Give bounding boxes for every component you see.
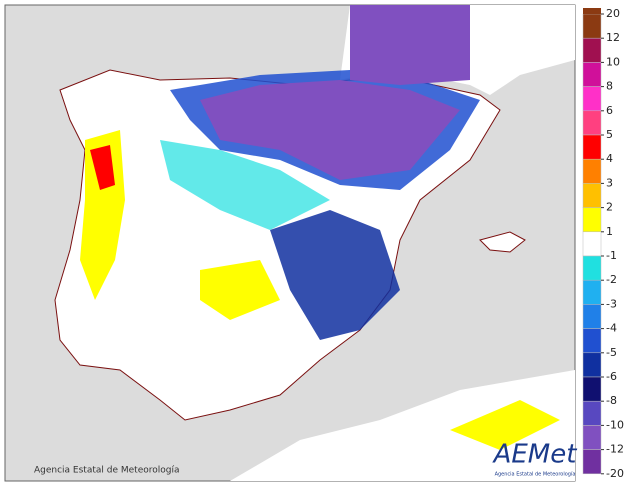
legend-label: -20	[606, 467, 624, 480]
legend-swatch	[582, 304, 602, 329]
legend-label: 1	[606, 225, 613, 238]
legend-label: 3	[606, 176, 613, 189]
legend-swatch	[582, 376, 602, 402]
legend-label: 4	[606, 152, 613, 165]
legend-label: 12	[606, 31, 620, 44]
legend-swatch	[582, 62, 602, 87]
africa	[230, 370, 575, 481]
legend-label: 6	[606, 104, 613, 117]
logo-text: AEMet	[492, 440, 578, 470]
logo-subtitle: Agencia Estatal de Meteorología	[495, 471, 576, 478]
legend-label: -8	[606, 394, 617, 407]
legend-label: -2	[606, 273, 617, 286]
baleares	[479, 231, 526, 253]
legend-swatch	[582, 86, 602, 112]
warm-area-west	[80, 130, 125, 300]
legend-label: -3	[606, 297, 617, 310]
legend-swatch	[582, 158, 602, 184]
warm-area-africa	[450, 400, 560, 450]
legend-swatch	[582, 231, 602, 257]
legend-swatch	[582, 13, 602, 39]
legend-swatch	[582, 183, 602, 208]
legend-swatch	[582, 37, 602, 63]
very-cold-area-france	[350, 5, 470, 85]
legend-swatch	[582, 255, 602, 281]
legend-cap	[583, 8, 601, 14]
legend-swatch	[582, 279, 602, 305]
warm-area-center	[200, 260, 280, 320]
legend-label: 10	[606, 55, 620, 68]
map	[4, 4, 576, 482]
legend-label: -5	[606, 346, 617, 359]
legend-swatch	[582, 449, 602, 475]
legend-swatch	[582, 207, 602, 233]
legend-swatch	[582, 400, 602, 426]
legend-swatch	[582, 352, 602, 378]
very-cold-area-north	[200, 80, 460, 180]
legend-swatch	[582, 134, 602, 160]
legend: 20 12 10 8 6 5 4 3 2 1 -1 -2 -3 -4 -5 -6 -8 -10 -12 -20	[582, 7, 624, 480]
hot-spot	[90, 145, 115, 190]
mild-cold-area	[160, 140, 330, 230]
legend-label: -12	[606, 443, 624, 456]
legend-label: 20	[606, 7, 620, 20]
credit: Agencia Estatal de Meteorología	[34, 466, 180, 476]
legend-label: -4	[606, 322, 617, 335]
cold-area-east	[270, 210, 400, 340]
legend-label: 5	[606, 128, 613, 141]
legend-swatch	[582, 110, 602, 136]
legend-label: -10	[606, 418, 624, 431]
legend-label: 2	[606, 201, 613, 214]
legend-swatch	[582, 328, 602, 354]
legend-label: -6	[606, 370, 617, 383]
legend-label: -1	[606, 249, 617, 262]
legend-swatch	[582, 425, 602, 450]
legend-label: 8	[606, 80, 613, 93]
